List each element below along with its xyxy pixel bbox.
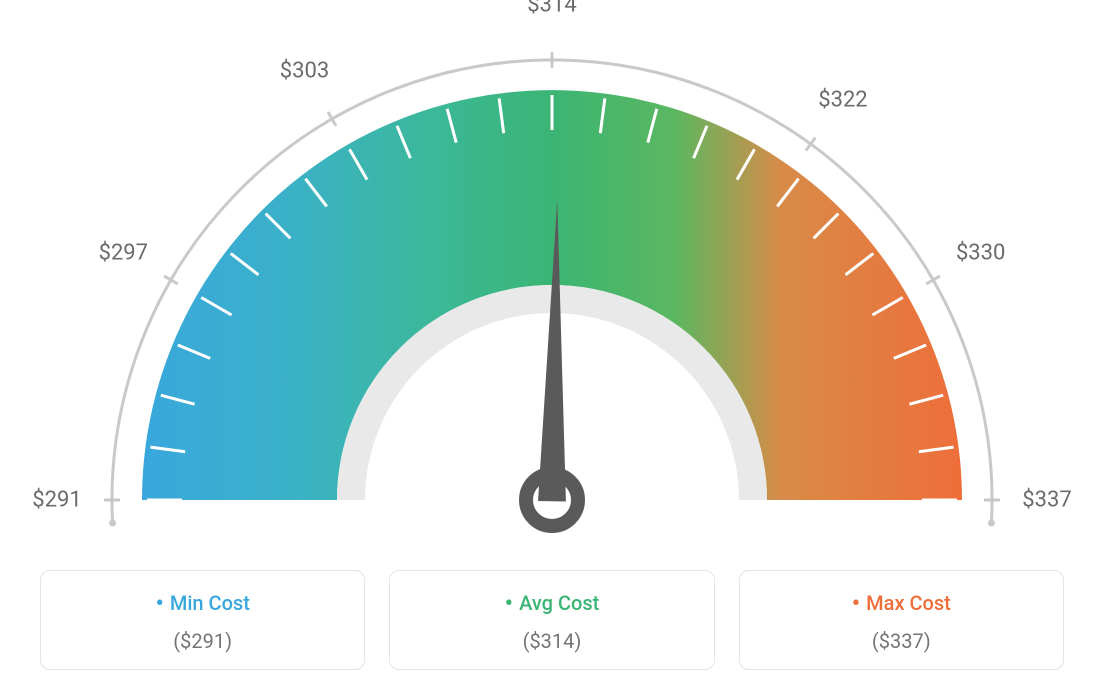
legend-min-value: ($291) [51, 629, 354, 653]
legend-max-title: Max Cost [750, 589, 1053, 617]
gauge-tick-label: $330 [956, 240, 1005, 265]
legend-min-title: Min Cost [51, 589, 354, 617]
gauge-tick-label: $303 [280, 59, 329, 84]
legend-max-value: ($337) [750, 629, 1053, 653]
legend-card-max: Max Cost ($337) [739, 570, 1064, 670]
legend-card-min: Min Cost ($291) [40, 570, 365, 670]
legend-avg-title: Avg Cost [400, 589, 703, 617]
legend-card-avg: Avg Cost ($314) [389, 570, 714, 670]
gauge-svg [0, 0, 1104, 560]
gauge-tick-label: $297 [99, 240, 148, 265]
legend-avg-value: ($314) [400, 629, 703, 653]
gauge-tick-label: $337 [1022, 488, 1071, 513]
gauge-tick-label: $291 [32, 488, 81, 513]
gauge-tick-label: $314 [527, 0, 576, 18]
legend-row: Min Cost ($291) Avg Cost ($314) Max Cost… [0, 570, 1104, 670]
gauge-tick-label: $322 [818, 87, 867, 112]
gauge-chart: $291 $297 $303 $314 $322 $330 $337 [0, 0, 1104, 560]
